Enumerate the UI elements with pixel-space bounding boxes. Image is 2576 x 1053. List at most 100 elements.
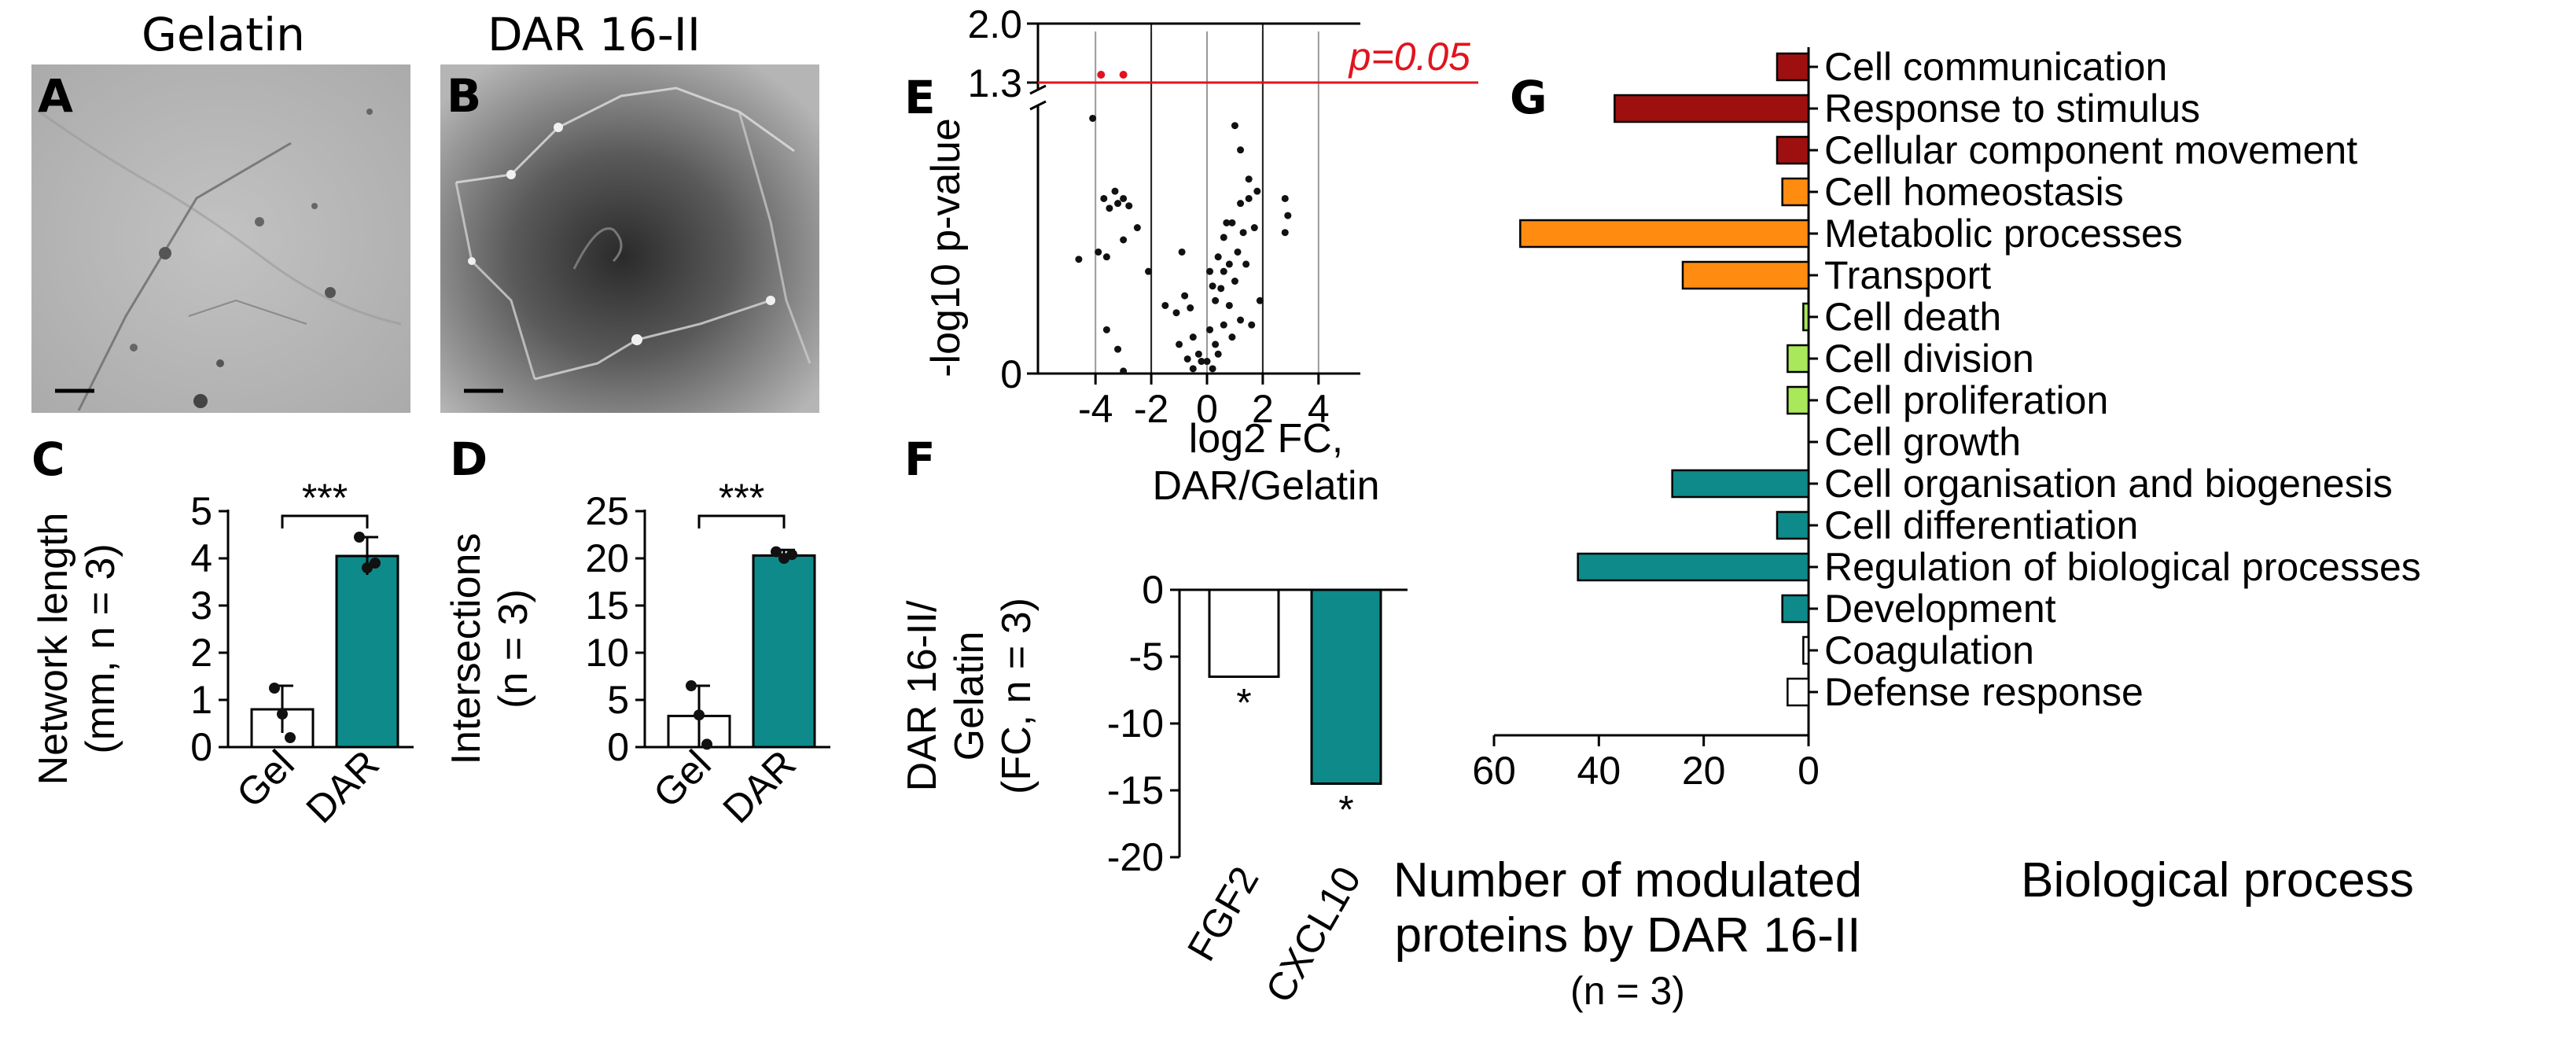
volcano-point-significant: [1097, 71, 1106, 79]
panel-letter-a: A: [38, 69, 73, 123]
y-tick-label: 25: [585, 489, 629, 533]
volcano-point: [1284, 212, 1292, 219]
chart-d-ylabel-line2: (n = 3): [491, 589, 536, 709]
data-point: [686, 680, 697, 691]
volcano-point: [1133, 224, 1141, 232]
volcano-point: [1212, 296, 1220, 304]
axis-break: [1029, 100, 1047, 111]
volcano-point: [1206, 326, 1214, 333]
chart-e-xlabel-line1: log2 FC,: [1189, 416, 1344, 462]
bar-regulation-of-biological-processes: [1577, 552, 1810, 582]
volcano-point: [1256, 296, 1264, 304]
x-tick-label: -4: [1078, 387, 1113, 431]
volcano-point: [1237, 146, 1245, 154]
data-point: [285, 732, 296, 743]
y-tick-label: 0: [607, 725, 629, 769]
y-tick-label: 1.3: [967, 61, 1022, 105]
x-tick-label: 0: [1196, 387, 1218, 431]
y-tick-label: 4: [190, 536, 212, 580]
bar-dar: [335, 554, 399, 749]
x-tick-label: 20: [1682, 749, 1726, 793]
data-point: [694, 709, 705, 721]
bar-cell-organisation-and-biogenesis: [1671, 469, 1810, 499]
volcano-point: [1125, 202, 1133, 210]
volcano-point: [1225, 301, 1233, 309]
y-tick-label: 0: [1000, 352, 1022, 396]
volcano-point: [1237, 316, 1245, 324]
panel-letter-f: F: [904, 433, 936, 486]
category-label-cell-proliferation: Cell proliferation: [1824, 378, 2108, 422]
volcano-point: [1075, 256, 1083, 263]
significance-label: ***: [719, 476, 764, 520]
x-tick-label: 4: [1308, 387, 1330, 431]
bar-cell-proliferation: [1787, 385, 1810, 415]
bar-cell-differentiation: [1776, 510, 1810, 540]
volcano-point: [1187, 304, 1194, 312]
category-label-cell-communication: Cell communication: [1824, 45, 2167, 89]
y-tick-label: 20: [585, 536, 629, 580]
y-tick-label: 5: [607, 678, 629, 722]
chart-c-ylabel-line1: Network length: [31, 513, 76, 786]
data-point: [370, 558, 381, 569]
data-point: [771, 546, 782, 558]
y-tick-label: -5: [1129, 635, 1164, 679]
significance-bracket: [697, 514, 786, 528]
volcano-point: [1120, 236, 1128, 244]
category-label-cell-growth: Cell growth: [1824, 420, 2021, 464]
volcano-point: [1234, 248, 1242, 256]
category-label-cellular-component-movement: Cellular component movement: [1824, 128, 2357, 172]
x-tick-label: 60: [1472, 749, 1516, 793]
y-tick-label: -15: [1107, 768, 1164, 812]
chart-f-ylabel-line2: Gelatin: [947, 631, 992, 761]
volcano-point: [1217, 285, 1225, 293]
bar-cell-homeostasis: [1781, 177, 1810, 207]
volcano-point: [1161, 301, 1169, 309]
panel-letter-c: C: [31, 433, 65, 486]
x-tick-label: 40: [1577, 749, 1621, 793]
y-tick-label: 2.0: [967, 2, 1022, 46]
category-label-transport: Transport: [1824, 253, 1991, 297]
chart-f-ylabel-line1: DAR 16-II/: [900, 600, 945, 791]
y-tick-label: -10: [1107, 701, 1164, 746]
significance-label: *: [1236, 681, 1251, 725]
volcano-point: [1242, 260, 1250, 268]
volcano-point: [1250, 224, 1258, 232]
data-point: [277, 709, 288, 720]
volcano-point: [1228, 219, 1236, 226]
y-tick-label: 0: [190, 725, 212, 769]
x-tick-label-dar: DAR: [715, 742, 804, 831]
volcano-point: [1245, 194, 1253, 202]
data-point: [786, 549, 797, 561]
category-label-response-to-stimulus: Response to stimulus: [1824, 87, 2200, 131]
volcano-point: [1248, 321, 1256, 329]
volcano-point: [1231, 278, 1238, 285]
bar-coagulation: [1802, 635, 1810, 665]
bar-cell-communication: [1776, 52, 1810, 82]
micrograph-gelatin: [31, 64, 410, 413]
volcano-point: [1220, 234, 1227, 241]
volcano-point: [1237, 200, 1245, 208]
category-label-defense-response: Defense response: [1824, 670, 2144, 714]
bar-cellular-component-movement: [1776, 135, 1810, 165]
volcano-point: [1183, 355, 1191, 363]
volcano-point: [1120, 367, 1128, 375]
photo-title-dar: DAR 16-II: [488, 8, 701, 61]
bar-cxcl10: [1310, 588, 1382, 785]
x-tick-label-gel: Gel: [228, 742, 303, 816]
x-tick-label-dar: DAR: [298, 742, 388, 831]
y-tick-label: 3: [190, 584, 212, 628]
volcano-point: [1239, 229, 1247, 237]
volcano-point: [1281, 229, 1289, 237]
significance-label: *: [1338, 788, 1353, 832]
volcano-point: [1145, 267, 1153, 275]
bar-cell-death: [1802, 302, 1810, 332]
volcano-point: [1228, 333, 1236, 341]
volcano-point: [1214, 253, 1222, 261]
panel-letter-d: D: [450, 433, 488, 486]
category-label-cell-homeostasis: Cell homeostasis: [1824, 170, 2124, 214]
y-tick-label: 15: [585, 584, 629, 628]
volcano-point: [1209, 365, 1216, 373]
volcano-point: [1111, 187, 1119, 195]
volcano-point: [1100, 194, 1108, 202]
